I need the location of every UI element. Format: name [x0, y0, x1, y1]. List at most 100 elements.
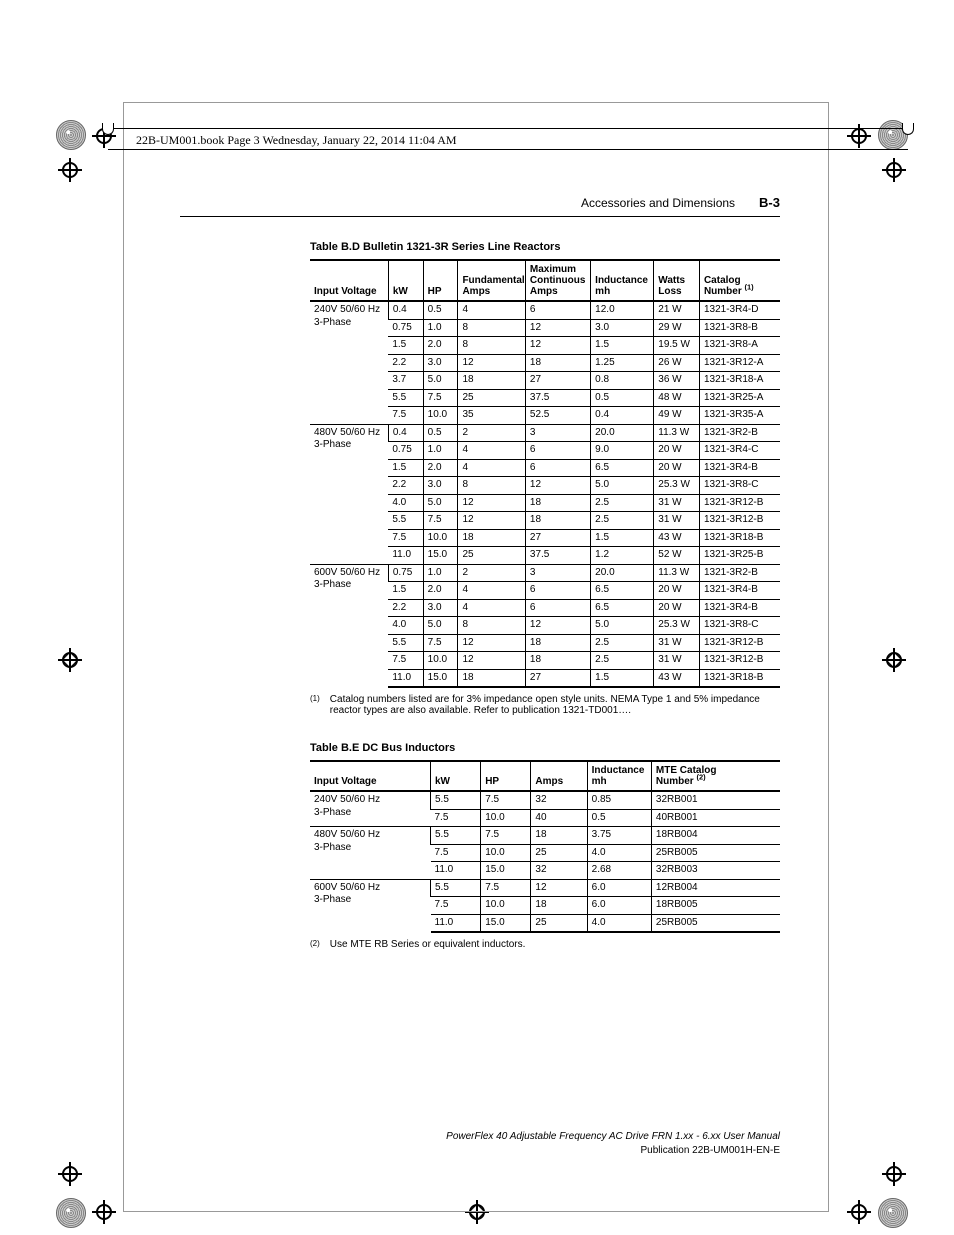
table-cell: 7.5: [388, 652, 423, 670]
table-cell: 1.0: [423, 319, 458, 337]
registration-mark: [882, 158, 906, 182]
table-cell: 9.0: [591, 442, 654, 460]
table-cell: 6: [525, 459, 590, 477]
table-cell: 25: [458, 547, 525, 565]
table-cell: 1321-3R4-C: [699, 442, 780, 460]
table-cell: 1321-3R12-B: [699, 512, 780, 530]
table-cell: 2.2: [388, 354, 423, 372]
section-title: Accessories and Dimensions: [581, 196, 735, 210]
table-cell: 2.0: [423, 459, 458, 477]
table-cell: 11.3 W: [654, 564, 700, 582]
table-cell: 10.0: [423, 652, 458, 670]
table-cell: 12: [531, 879, 587, 897]
table-cell: 7.5: [481, 791, 531, 809]
table-cell: 6.0: [587, 879, 651, 897]
table-cell: 48 W: [654, 389, 700, 407]
table-cell: 8: [458, 319, 525, 337]
registration-mark: [882, 1162, 906, 1186]
corner-ornament: [56, 120, 86, 150]
table-cell: 25: [531, 914, 587, 932]
table-cell: 6.5: [591, 459, 654, 477]
table-cell: 37.5: [525, 547, 590, 565]
table-cell: 31 W: [654, 494, 700, 512]
table-cell: 29 W: [654, 319, 700, 337]
table-cell: 11.0: [431, 862, 481, 880]
registration-mark: [58, 1162, 82, 1186]
table-cell: 7.5: [388, 407, 423, 425]
table-cell: 10.0: [481, 844, 531, 862]
table-cell: 1321-3R4-D: [699, 301, 780, 319]
table-cell: 6: [525, 599, 590, 617]
table-cell: 25.3 W: [654, 477, 700, 495]
table-cell: 32: [531, 862, 587, 880]
table-cell: 0.5: [591, 389, 654, 407]
table-d-title: Table B.D Bulletin 1321-3R Series Line R…: [310, 241, 780, 253]
column-header: Input Voltage: [310, 260, 388, 301]
table-cell: 12: [525, 617, 590, 635]
table-cell: 1321-3R12-B: [699, 494, 780, 512]
table-cell: 3: [525, 424, 590, 442]
table-cell: 1321-3R8-C: [699, 617, 780, 635]
table-cell: 1.5: [591, 337, 654, 355]
table-cell: 11.0: [431, 914, 481, 932]
table-cell: 11.0: [388, 669, 423, 687]
table-cell: 36 W: [654, 372, 700, 390]
column-header: Amps: [531, 761, 587, 791]
table-cell: 1.0: [423, 564, 458, 582]
table-row: 600V 50/60 Hz3-Phase5.57.5126.012RB004: [310, 879, 780, 897]
table-cell: 1.5: [388, 582, 423, 600]
table-cell: 12: [458, 652, 525, 670]
table-cell: 4.0: [388, 617, 423, 635]
table-cell: 43 W: [654, 529, 700, 547]
table-cell: 0.5: [423, 424, 458, 442]
table-cell: 3.0: [423, 477, 458, 495]
group-label-cell: 600V 50/60 Hz3-Phase: [310, 879, 431, 932]
table-cell: 2.2: [388, 477, 423, 495]
table-row: 480V 50/60 Hz3-Phase0.40.52320.011.3 W13…: [310, 424, 780, 442]
table-cell: 0.85: [587, 791, 651, 809]
table-cell: 7.5: [431, 844, 481, 862]
table-cell: 32RB001: [651, 791, 780, 809]
table-cell: 1.5: [388, 337, 423, 355]
table-cell: 18RB005: [651, 897, 780, 915]
table-cell: 2.0: [423, 582, 458, 600]
table-cell: 2.5: [591, 652, 654, 670]
table-cell: 1321-3R2-B: [699, 564, 780, 582]
table-row: 600V 50/60 Hz3-Phase0.751.02320.011.3 W1…: [310, 564, 780, 582]
table-cell: 4.0: [587, 844, 651, 862]
table-cell: 5.5: [431, 791, 481, 809]
table-cell: 25.3 W: [654, 617, 700, 635]
column-header: FundamentalAmps: [458, 260, 525, 301]
table-cell: 5.0: [591, 477, 654, 495]
group-label-cell: 480V 50/60 Hz3-Phase: [310, 424, 388, 564]
footnote-sup: (1): [310, 694, 320, 716]
table-cell: 4: [458, 599, 525, 617]
table-cell: 0.75: [388, 442, 423, 460]
table-d: Input VoltagekWHPFundamentalAmpsMaximumC…: [310, 259, 780, 688]
running-head: Accessories and Dimensions B-3: [180, 195, 780, 210]
table-cell: 25RB005: [651, 914, 780, 932]
table-cell: 2.5: [591, 494, 654, 512]
table-cell: 32: [531, 791, 587, 809]
table-cell: 3.75: [587, 827, 651, 845]
table-cell: 1321-3R18-A: [699, 372, 780, 390]
table-cell: 5.5: [388, 389, 423, 407]
table-row: 240V 50/60 Hz3-Phase5.57.5320.8532RB001: [310, 791, 780, 809]
table-cell: 19.5 W: [654, 337, 700, 355]
table-cell: 21 W: [654, 301, 700, 319]
header-rule: [180, 216, 780, 217]
table-cell: 7.5: [388, 529, 423, 547]
table-cell: 1.25: [591, 354, 654, 372]
table-cell: 12: [458, 494, 525, 512]
table-e-footnote: (2) Use MTE RB Series or equivalent indu…: [310, 939, 780, 950]
registration-mark: [58, 648, 82, 672]
table-cell: 26 W: [654, 354, 700, 372]
page-footer: PowerFlex 40 Adjustable Frequency AC Dri…: [180, 1130, 780, 1157]
table-cell: 18: [525, 512, 590, 530]
table-cell: 0.4: [388, 424, 423, 442]
registration-mark: [92, 1200, 116, 1224]
table-cell: 5.5: [431, 879, 481, 897]
table-cell: 7.5: [423, 389, 458, 407]
column-header: Inductancemh: [591, 260, 654, 301]
table-cell: 8: [458, 617, 525, 635]
